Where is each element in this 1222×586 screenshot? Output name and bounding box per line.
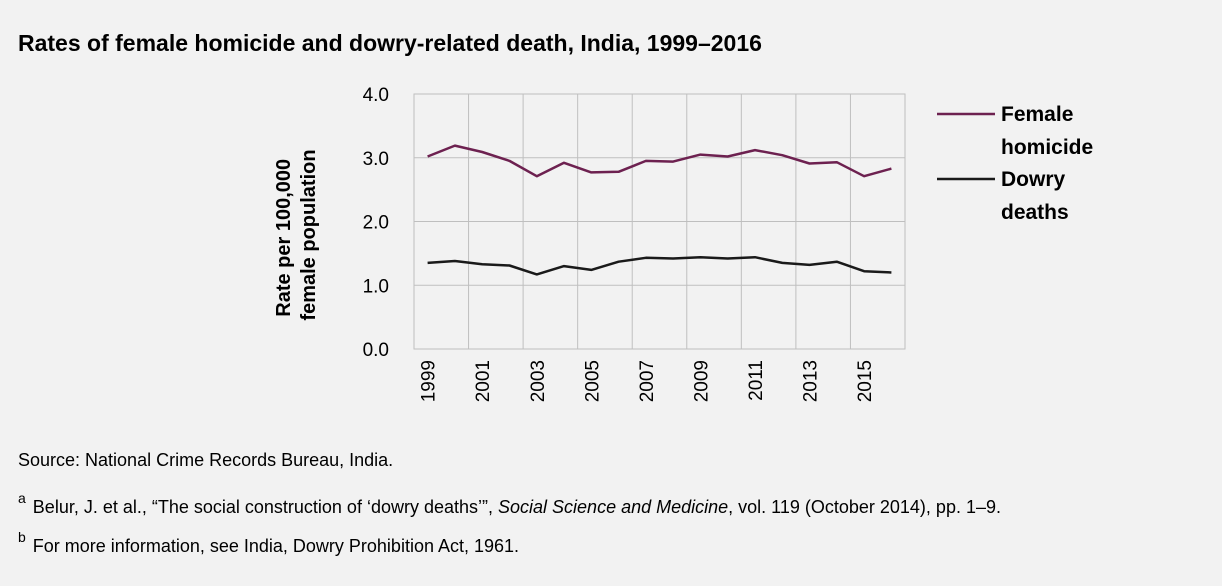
footnote-b-marker: b: [18, 529, 26, 545]
footnote-a-text-after: , vol. 119 (October 2014), pp. 1–9.: [728, 497, 1001, 517]
footnote-b: b For more information, see India, Dowry …: [18, 529, 520, 557]
x-tick-label: 2003: [528, 360, 549, 402]
footnote-a-marker: a: [18, 490, 26, 506]
y-tick-label: 4.0: [363, 85, 389, 106]
footnote-a-text-before: Belur, J. et al., “The social constructi…: [32, 497, 499, 517]
chart-title: Rates of female homicide and dowry-relat…: [18, 30, 762, 56]
x-tick-label: 2009: [691, 360, 712, 402]
chart-legend: Female homicide Dowry deaths: [937, 103, 1093, 224]
x-tick-label: 1999: [419, 360, 440, 402]
footnote-b-text: For more information, see India, Dowry P…: [32, 536, 520, 556]
y-tick-label: 2.0: [363, 213, 389, 234]
x-tick-label: 2007: [637, 360, 658, 402]
y-axis-label-line-1: Rate per 100,000: [273, 159, 295, 317]
y-axis-ticks: 0.0 1.0 2.0 3.0 4.0: [363, 85, 389, 361]
x-tick-label: 2011: [746, 360, 767, 401]
legend-label-dowry-deaths: deaths: [1001, 201, 1069, 224]
legend-label-female-homicide: homicide: [1001, 136, 1093, 159]
x-tick-label: 2013: [801, 360, 822, 402]
footnote-a-journal: Social Science and Medicine: [498, 497, 729, 517]
y-tick-label: 3.0: [363, 149, 389, 170]
y-tick-label: 1.0: [363, 276, 389, 297]
series-line-dowry-deaths: [427, 255, 892, 276]
x-tick-label: 2005: [582, 360, 603, 402]
x-tick-label: 2001: [473, 360, 494, 402]
y-tick-label: 0.0: [363, 340, 389, 361]
chart-series: [427, 144, 892, 276]
series-line-female-homicide: [427, 144, 892, 178]
source-note: Source: National Crime Records Bureau, I…: [18, 450, 394, 470]
chart-grid: [413, 93, 906, 350]
legend-label-dowry-deaths: Dowry: [1001, 168, 1066, 191]
legend-label-female-homicide: Female: [1001, 103, 1073, 126]
x-axis-ticks: 1999 2001 2003 2005 2007 2009 2011 2013 2015: [419, 360, 876, 402]
x-tick-label: 2015: [855, 360, 876, 402]
y-axis-label-line-2: female population: [298, 149, 320, 320]
y-axis-label: Rate per 100,000 female population: [273, 149, 320, 320]
footnote-a: a Belur, J. et al., “The social construct…: [18, 490, 1001, 518]
